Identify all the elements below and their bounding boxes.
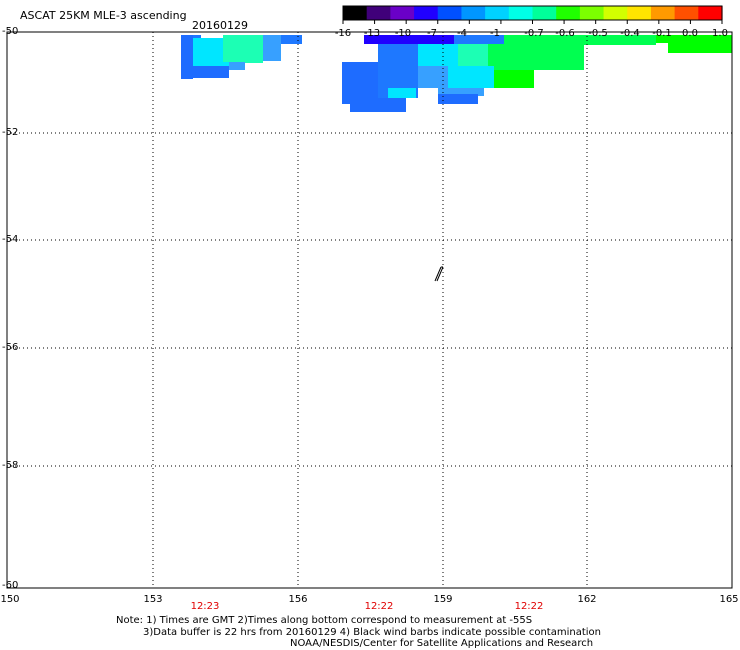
swath-cell: [438, 88, 484, 96]
lat-label: -50: [2, 26, 19, 37]
map-frame: [6, 31, 733, 589]
swath-cell: [458, 44, 488, 66]
map-date: 20160129: [192, 19, 248, 32]
colorbar-swatch: [508, 6, 534, 20]
grid-lines: [7, 32, 732, 588]
colorbar-swatch: [461, 6, 486, 20]
data-swaths: [181, 35, 732, 112]
note-line-3: NOAA/NESDIS/Center for Satellite Applica…: [290, 638, 594, 649]
swath-cell: [418, 44, 458, 66]
swath-cell: [504, 35, 656, 45]
colorbar-swatch: [579, 6, 605, 20]
colorbar-label: -0.7: [524, 28, 544, 39]
swath-cell: [181, 66, 229, 78]
swath-right: [342, 35, 732, 112]
lat-label: -54: [2, 234, 19, 245]
map-title: ASCAT 25KM MLE-3 ascending: [20, 9, 187, 22]
lat-label: -52: [2, 127, 19, 138]
wind-barb-staff: [434, 266, 442, 282]
time-label: 12:23: [190, 601, 220, 612]
colorbar-label: -0.6: [555, 28, 575, 39]
swath-cell: [193, 38, 223, 62]
colorbar: [342, 5, 723, 24]
colorbar-label: -4: [457, 28, 467, 39]
colorbar-swatch: [343, 6, 368, 20]
swath-cell: [494, 70, 534, 88]
lon-label: 150: [0, 594, 20, 605]
lon-label: 153: [143, 594, 163, 605]
colorbar-label: 0.0: [682, 28, 698, 39]
lon-label: 165: [719, 594, 739, 605]
swath-cell: [342, 62, 378, 104]
time-label: 12:22: [514, 601, 544, 612]
colorbar-label: 1.0: [712, 28, 728, 39]
swath-cell: [223, 35, 263, 63]
note-line-2: 3)Data buffer is 22 hrs from 20160129 4)…: [143, 627, 601, 638]
colorbar-swatch: [532, 6, 557, 20]
colorbar-label: -10: [394, 28, 412, 39]
note-line-1: Note: 1) Times are GMT 2)Times along bot…: [116, 615, 533, 626]
swath-cell: [263, 35, 281, 61]
wind-barb-staff: [436, 266, 444, 282]
colorbar-swatch: [485, 6, 510, 20]
lat-label: -56: [2, 342, 19, 353]
colorbar-label: -0.4: [620, 28, 640, 39]
swath-cell: [418, 66, 448, 88]
lat-label: -58: [2, 460, 19, 471]
colorbar-label: -16: [334, 28, 352, 39]
swath-cell: [656, 35, 668, 43]
lon-label: 156: [288, 594, 308, 605]
swath-cell: [350, 98, 406, 112]
colorbar-label: -1: [490, 28, 500, 39]
colorbar-swatch: [556, 6, 581, 20]
swath-left: [181, 35, 302, 79]
swath-cell: [448, 66, 494, 88]
wind-barb: [434, 266, 444, 282]
colorbar-swatch: [674, 6, 699, 20]
swath-cell: [668, 35, 732, 53]
colorbar-label: -0.5: [588, 28, 608, 39]
swath-cell: [488, 44, 584, 70]
colorbar-swatch: [698, 6, 723, 20]
colorbar-swatch: [366, 6, 391, 20]
colorbar-label: -13: [363, 28, 381, 39]
swath-cell: [438, 94, 478, 104]
colorbar-swatch: [414, 6, 439, 20]
colorbar-swatch: [390, 6, 415, 20]
lat-label: -60: [2, 580, 19, 591]
colorbar-label: -0.1: [652, 28, 672, 39]
colorbar-swatch: [437, 6, 463, 20]
colorbar-swatch: [650, 6, 676, 20]
swath-cell: [229, 62, 245, 70]
swath-cell: [364, 35, 454, 44]
colorbar-swatch: [603, 6, 628, 20]
swath-cell: [388, 88, 416, 98]
swath-cell: [454, 35, 504, 44]
swath-cell: [281, 35, 302, 44]
lon-label: 159: [433, 594, 453, 605]
colorbar-swatch: [627, 6, 652, 20]
colorbar-label: -7: [427, 28, 437, 39]
lon-label: 162: [577, 594, 597, 605]
swath-cell: [378, 44, 418, 62]
time-label: 12:22: [364, 601, 394, 612]
